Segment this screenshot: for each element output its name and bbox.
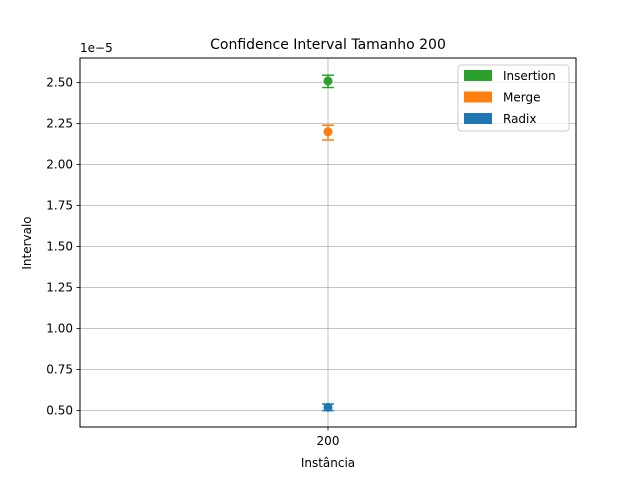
plot-frame [79,57,577,428]
legend-swatch-insertion [464,70,492,81]
grid [80,58,576,427]
y-axis-label: Intervalo [20,216,34,269]
x-axis-label: Instância [301,456,355,470]
y-tick-label: 0.75 [46,363,73,377]
y-tick-label: 1.00 [46,322,73,336]
y-tick-label: 1.75 [46,199,73,213]
data-marks [322,74,334,412]
y-tick-label: 2.00 [46,158,73,172]
y-tick-label: 2.25 [46,117,73,131]
legend-label-merge: Merge [503,91,540,105]
y-axis-ticks: 0.50 0.75 1.00 1.25 1.50 1.75 2.00 2.25 2.50 [46,76,80,418]
legend-swatch-radix [464,113,492,124]
radix-point [323,402,333,412]
merge-point [323,127,333,137]
y-tick-label: 0.50 [46,404,73,418]
legend: Insertion Merge Radix [457,64,570,132]
insertion-point [323,76,333,86]
y-axis-offset-label: 1e−5 [80,41,113,55]
legend-label-radix: Radix [503,112,536,126]
legend-label-insertion: Insertion [503,69,556,83]
x-axis-ticks: 200 [317,427,340,448]
y-tick-label: 1.25 [46,281,73,295]
x-tick-label: 200 [317,434,340,448]
y-tick-label: 2.50 [46,76,73,90]
y-tick-label: 1.50 [46,240,73,254]
chart-title: Confidence Interval Tamanho 200 [210,37,446,53]
legend-swatch-merge [464,91,492,103]
